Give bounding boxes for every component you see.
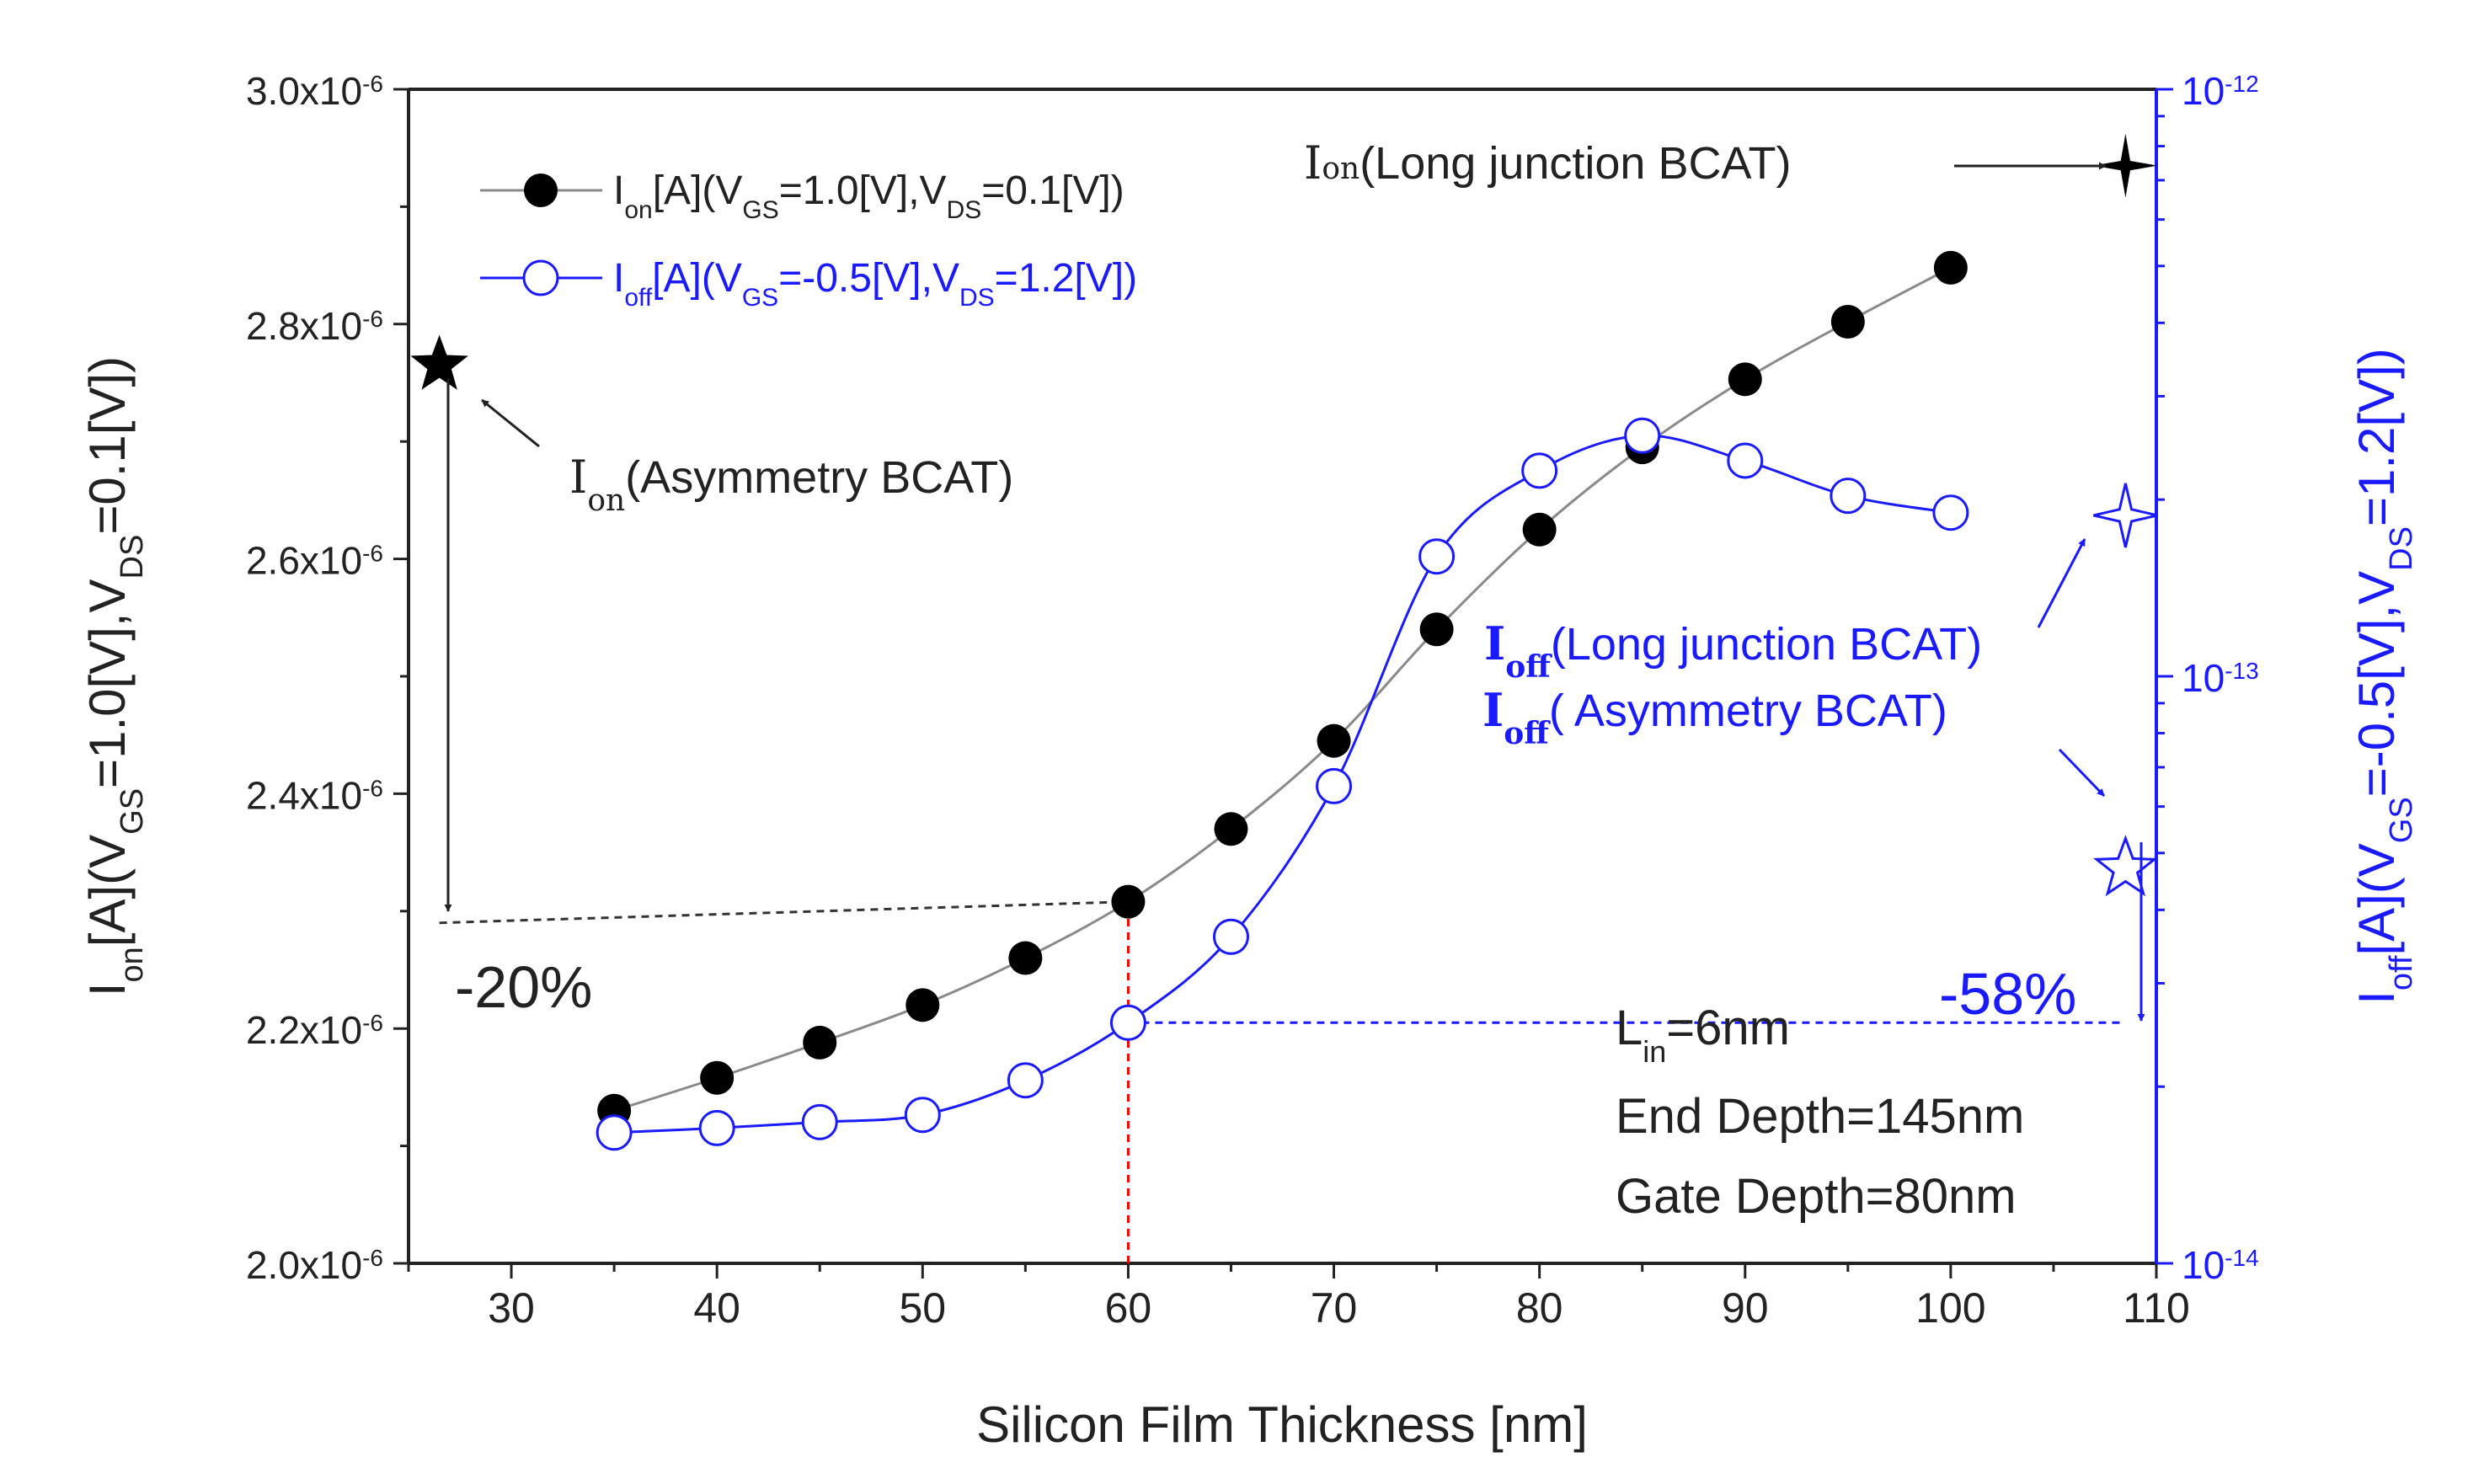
x-tick-label: 30 <box>488 1284 535 1332</box>
legend-ioff-label: Ioff[A](VGS=-0.5[V],VDS=1.2[V]) <box>613 256 1137 312</box>
x-tick-label: 90 <box>1722 1284 1769 1332</box>
x-axis-ticks: 30 40 50 60 70 80 90 100 110 <box>407 1263 2190 1332</box>
data-point-ioff <box>1727 442 1764 479</box>
data-point-ion <box>700 1060 735 1095</box>
data-point-ion <box>1111 884 1146 919</box>
data-point-ioff <box>1521 452 1558 489</box>
series-line-ion <box>613 266 1952 1113</box>
x-tick-label: 40 <box>693 1284 740 1332</box>
data-point-ion <box>1522 512 1557 547</box>
data-point-ioff <box>1007 1062 1044 1099</box>
ioff-long-junction-bcat-star <box>2093 483 2158 548</box>
series-layer <box>596 250 1969 1151</box>
data-point-ion <box>1830 305 1865 339</box>
data-point-ioff <box>1830 478 1867 515</box>
y-left-axis-ticks: 2.0x10-6 2.2x10-6 2.4x10-6 2.6x10-6 2.8x10-6… <box>246 69 409 1287</box>
guide-lines <box>439 900 2126 1263</box>
x-tick-label: 70 <box>1311 1284 1358 1332</box>
ion-long-junction-label: Ion(Long junction BCAT) <box>1304 136 1791 190</box>
y-left-tick-label: 2.0x10-6 <box>246 1243 383 1287</box>
legend-ion-marker <box>524 173 558 207</box>
data-point-ion <box>1933 250 1968 285</box>
ioff-change-label: -58% <box>1939 961 2076 1027</box>
data-point-ion <box>905 988 940 1022</box>
data-point-ioff <box>801 1103 838 1140</box>
ion-dashed-line <box>439 900 1129 925</box>
x-tick-label: 110 <box>2123 1284 2190 1332</box>
y-left-tick-label: 2.2x10-6 <box>246 1008 383 1052</box>
y-right-axis-ticks: 10-14 10-13 10-12 <box>2156 69 2259 1287</box>
y-right-tick-label: 10-12 <box>2182 69 2259 113</box>
ion-long-junction-bcat-star <box>2093 133 2158 198</box>
data-point-ion <box>1317 723 1351 758</box>
legend-ioff-marker <box>522 259 559 296</box>
data-point-ioff <box>698 1109 735 1146</box>
ion-asymmetry-bcat-star <box>410 334 468 390</box>
data-point-ioff <box>1316 767 1353 804</box>
data-point-ioff <box>1109 1004 1146 1041</box>
x-tick-label: 100 <box>1915 1284 1985 1332</box>
y-left-tick-label: 3.0x10-6 <box>246 69 383 113</box>
param-gate-depth-label: Gate Depth=80nm <box>1616 1169 2017 1224</box>
data-point-ion <box>1728 362 1762 397</box>
data-point-ioff <box>1212 918 1249 955</box>
ioff-asym-pointer-arrow <box>2058 748 2106 798</box>
reference-points <box>410 133 2158 897</box>
ioff-long-pointer-arrow <box>2037 538 2086 628</box>
y-left-tick-label: 2.4x10-6 <box>246 773 383 817</box>
data-point-ion <box>1419 612 1454 647</box>
ioff-asymmetry-label: Ioff( Asymmetry BCAT) <box>1482 683 1947 751</box>
x-tick-label: 80 <box>1516 1284 1563 1332</box>
data-point-ion <box>1214 812 1248 846</box>
data-point-ioff <box>904 1097 941 1134</box>
data-point-ion <box>1008 941 1043 975</box>
ion-asym-pointer-arrow <box>481 398 540 448</box>
y-right-axis-title: Ioff[A](VGS=-0.5[V],VDS=1.2[V]) <box>2348 348 2419 1005</box>
y-right-tick-label: 10-14 <box>2182 1243 2259 1287</box>
x-tick-label: 50 <box>899 1284 946 1332</box>
param-end-depth-label: End Depth=145nm <box>1616 1089 2024 1144</box>
annotation-arrows <box>444 162 2145 1022</box>
y-left-tick-label: 2.8x10-6 <box>246 304 383 348</box>
data-point-ioff <box>596 1114 633 1151</box>
param-lin-label: Lin=6nm <box>1616 1001 1790 1069</box>
data-point-ioff <box>1624 417 1661 454</box>
y-left-axis-title: Ion[A](VGS=1.0[V],VDS=0.1[V]) <box>79 356 150 996</box>
series-line-ioff <box>614 434 1952 1134</box>
ion-change-label: -20% <box>455 954 592 1020</box>
ioff-long-junction-label: Ioff(Long junction BCAT) <box>1484 617 1982 685</box>
ioff-asymmetry-bcat-star <box>2092 835 2158 897</box>
data-point-ioff <box>1418 538 1456 575</box>
ion-asymmetry-label: Ion(Asymmetry BCAT) <box>569 451 1013 518</box>
legend: Ion[A](VGS=1.0[V],VDS=0.1[V]) Ioff[A](VG… <box>480 168 1137 312</box>
data-point-ioff <box>1932 494 1969 531</box>
x-tick-label: 60 <box>1105 1284 1152 1332</box>
data-point-ion <box>803 1025 837 1060</box>
legend-ion-label: Ion[A](VGS=1.0[V],VDS=0.1[V]) <box>613 168 1124 224</box>
y-left-tick-label: 2.6x10-6 <box>246 539 383 583</box>
y-right-tick-label: 10-13 <box>2182 656 2259 700</box>
x-axis-title: Silicon Film Thickness [nm] <box>976 1396 1588 1453</box>
